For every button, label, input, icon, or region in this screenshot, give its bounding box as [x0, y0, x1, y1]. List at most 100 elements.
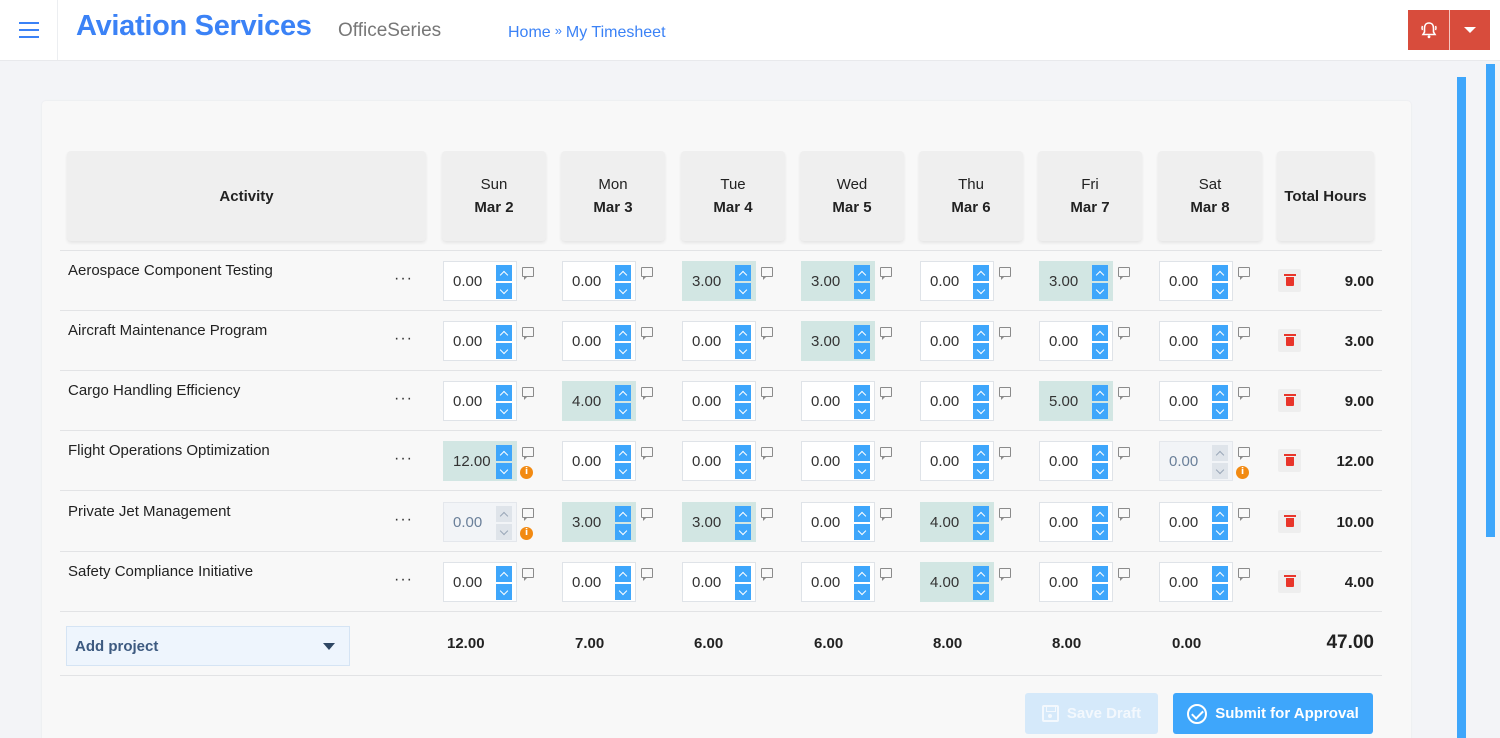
hours-input[interactable]: 3.00	[682, 502, 756, 542]
decrement-button[interactable]	[973, 524, 989, 540]
decrement-button[interactable]	[496, 463, 512, 479]
decrement-button[interactable]	[615, 524, 631, 540]
increment-button[interactable]	[854, 385, 870, 401]
save-draft-button[interactable]: Save Draft	[1025, 693, 1158, 734]
increment-button[interactable]	[1092, 566, 1108, 582]
decrement-button[interactable]	[854, 283, 870, 299]
increment-button[interactable]	[854, 445, 870, 461]
comment-icon[interactable]	[522, 387, 534, 400]
comment-icon[interactable]	[1118, 568, 1130, 581]
increment-button[interactable]	[1092, 325, 1108, 341]
increment-button[interactable]	[973, 445, 989, 461]
hours-input[interactable]: 3.00	[562, 502, 636, 542]
decrement-button[interactable]	[1212, 283, 1228, 299]
comment-icon[interactable]	[1238, 568, 1250, 581]
decrement-button[interactable]	[615, 463, 631, 479]
decrement-button[interactable]	[854, 343, 870, 359]
increment-button[interactable]	[735, 566, 751, 582]
comment-icon[interactable]	[761, 267, 773, 280]
comment-icon[interactable]	[880, 447, 892, 460]
decrement-button[interactable]	[973, 584, 989, 600]
hours-input[interactable]: 4.00	[562, 381, 636, 421]
increment-button[interactable]	[496, 566, 512, 582]
increment-button[interactable]	[615, 445, 631, 461]
info-icon[interactable]: i	[1236, 466, 1249, 479]
delete-row-button[interactable]	[1278, 510, 1301, 533]
comment-icon[interactable]	[1238, 267, 1250, 280]
row-menu-button[interactable]: ···	[394, 270, 413, 287]
increment-button[interactable]	[1212, 265, 1228, 281]
decrement-button[interactable]	[496, 283, 512, 299]
increment-button[interactable]	[854, 566, 870, 582]
increment-button[interactable]	[854, 325, 870, 341]
hours-input[interactable]: 0.00	[920, 441, 994, 481]
decrement-button[interactable]	[1212, 584, 1228, 600]
hours-input[interactable]: 0.00	[682, 562, 756, 602]
comment-icon[interactable]	[999, 508, 1011, 521]
decrement-button[interactable]	[615, 403, 631, 419]
comment-icon[interactable]	[1238, 387, 1250, 400]
delete-row-button[interactable]	[1278, 570, 1301, 593]
comment-icon[interactable]	[761, 508, 773, 521]
decrement-button[interactable]	[1092, 524, 1108, 540]
comment-icon[interactable]	[1118, 387, 1130, 400]
comment-icon[interactable]	[1118, 447, 1130, 460]
comment-icon[interactable]	[880, 327, 892, 340]
decrement-button[interactable]	[973, 343, 989, 359]
comment-icon[interactable]	[1238, 327, 1250, 340]
decrement-button[interactable]	[735, 584, 751, 600]
content-scrollbar[interactable]	[1457, 77, 1466, 738]
decrement-button[interactable]	[973, 463, 989, 479]
hours-input[interactable]: 4.00	[920, 562, 994, 602]
hours-input[interactable]: 0.00	[1159, 261, 1233, 301]
decrement-button[interactable]	[854, 584, 870, 600]
hours-input[interactable]: 0.00	[920, 261, 994, 301]
decrement-button[interactable]	[1092, 403, 1108, 419]
hours-input[interactable]: 0.00	[1159, 502, 1233, 542]
comment-icon[interactable]	[880, 568, 892, 581]
decrement-button[interactable]	[1212, 403, 1228, 419]
increment-button[interactable]	[1092, 385, 1108, 401]
add-project-dropdown[interactable]: Add project	[66, 626, 350, 666]
hours-input[interactable]: 0.00	[682, 441, 756, 481]
decrement-button[interactable]	[1092, 584, 1108, 600]
hours-input[interactable]: 0.00	[801, 381, 875, 421]
decrement-button[interactable]	[1212, 524, 1228, 540]
increment-button[interactable]	[854, 265, 870, 281]
increment-button[interactable]	[973, 506, 989, 522]
decrement-button[interactable]	[496, 343, 512, 359]
comment-icon[interactable]	[761, 447, 773, 460]
comment-icon[interactable]	[641, 568, 653, 581]
delete-row-button[interactable]	[1278, 389, 1301, 412]
row-menu-button[interactable]: ···	[394, 330, 413, 347]
comment-icon[interactable]	[522, 568, 534, 581]
increment-button[interactable]	[496, 265, 512, 281]
page-scrollbar[interactable]	[1486, 64, 1495, 537]
comment-icon[interactable]	[641, 267, 653, 280]
increment-button[interactable]	[735, 445, 751, 461]
decrement-button[interactable]	[1092, 283, 1108, 299]
hours-input[interactable]: 5.00	[1039, 381, 1113, 421]
decrement-button[interactable]	[735, 283, 751, 299]
comment-icon[interactable]	[641, 387, 653, 400]
comment-icon[interactable]	[641, 508, 653, 521]
row-menu-button[interactable]: ···	[394, 571, 413, 588]
hours-input[interactable]: 0.00	[920, 381, 994, 421]
increment-button[interactable]	[1092, 265, 1108, 281]
alert-dropdown-button[interactable]	[1449, 10, 1490, 50]
increment-button[interactable]	[615, 566, 631, 582]
comment-icon[interactable]	[761, 568, 773, 581]
increment-button[interactable]	[496, 325, 512, 341]
increment-button[interactable]	[1092, 506, 1108, 522]
comment-icon[interactable]	[761, 327, 773, 340]
comment-icon[interactable]	[999, 387, 1011, 400]
hours-input[interactable]: 0.00	[562, 562, 636, 602]
comment-icon[interactable]	[522, 267, 534, 280]
hours-input[interactable]: 0.00	[443, 562, 517, 602]
delete-row-button[interactable]	[1278, 449, 1301, 472]
info-icon[interactable]: i	[520, 527, 533, 540]
decrement-button[interactable]	[735, 343, 751, 359]
increment-button[interactable]	[854, 506, 870, 522]
decrement-button[interactable]	[735, 524, 751, 540]
row-menu-button[interactable]: ···	[394, 450, 413, 467]
